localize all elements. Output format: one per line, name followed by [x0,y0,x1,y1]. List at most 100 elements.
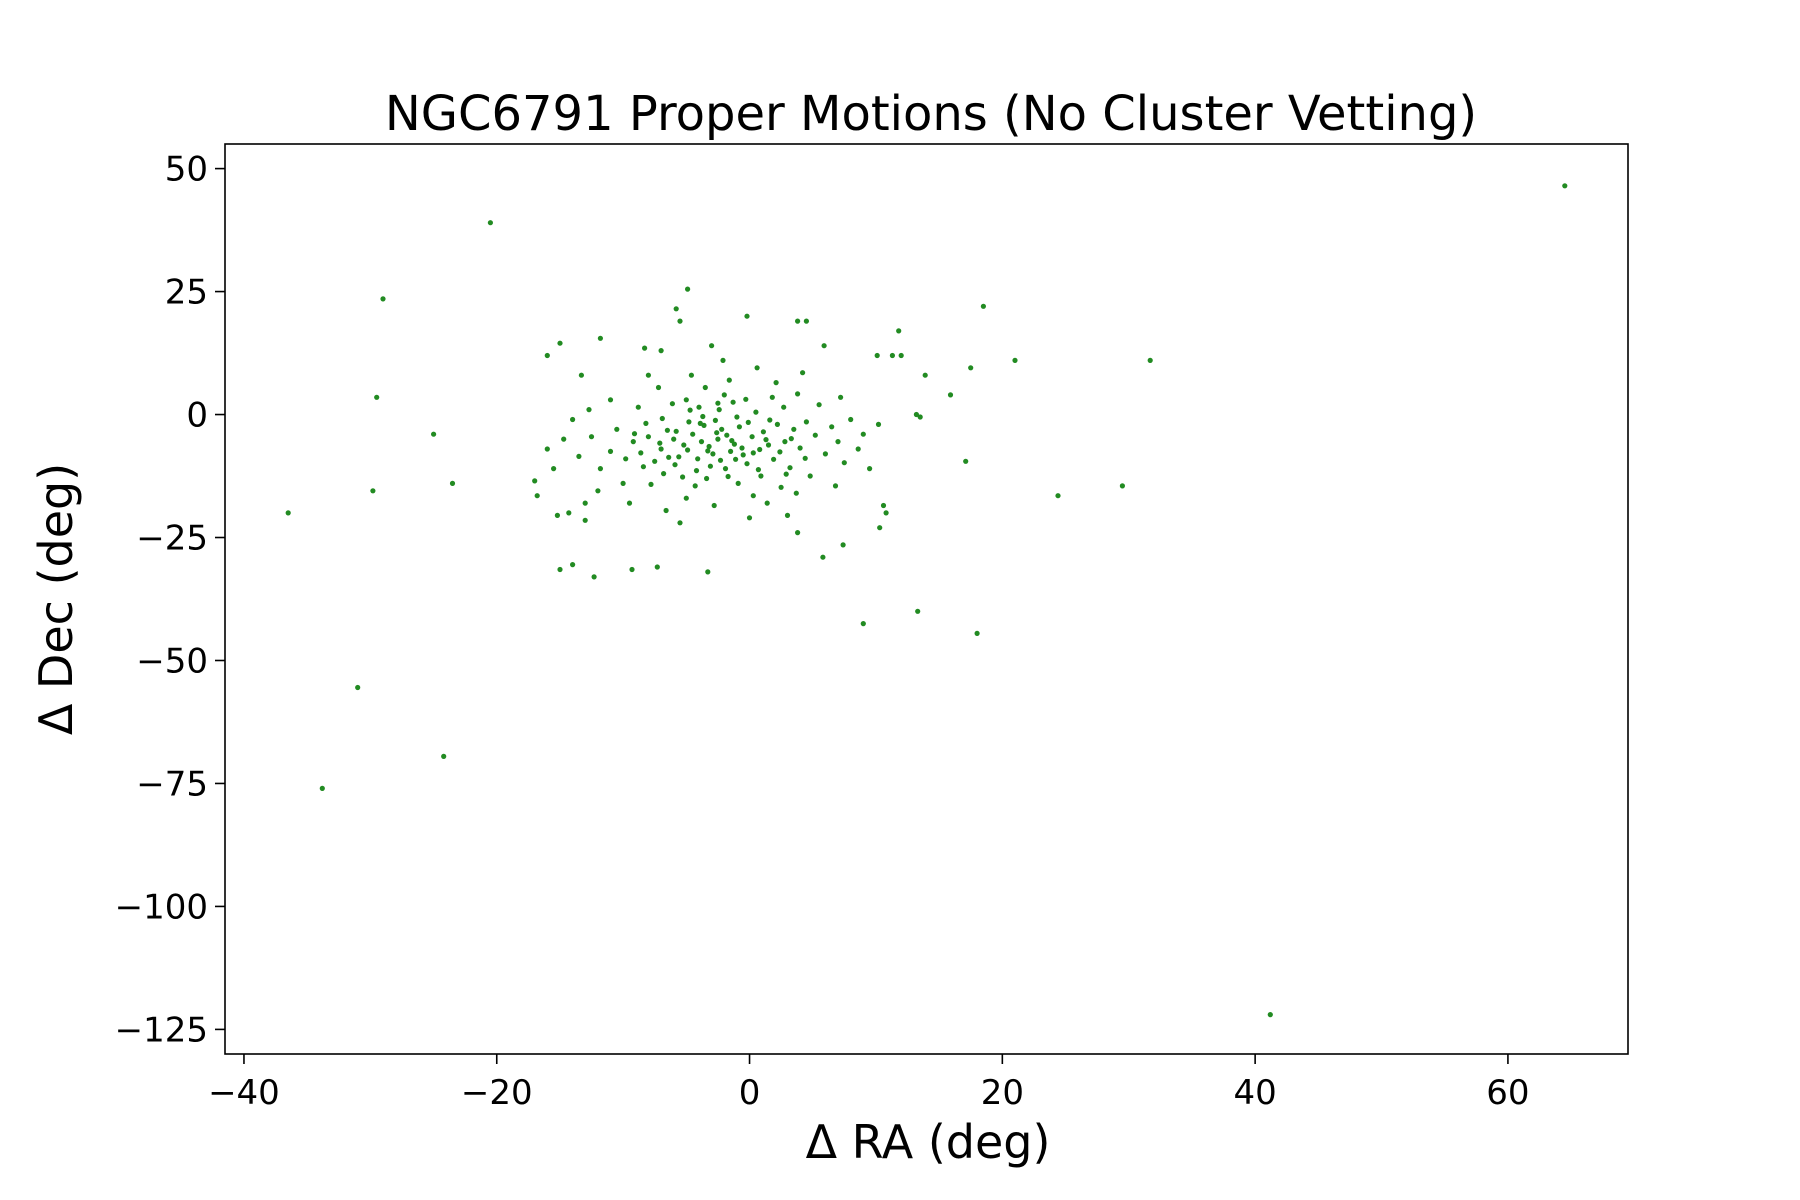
data-point [702,384,708,391]
data-point [597,466,604,472]
data-point [720,357,726,363]
y-tick-label: −25 [136,519,208,559]
data-point [645,372,652,378]
data-point [773,380,779,386]
data-point [835,439,841,445]
data-point [645,434,652,440]
data-point [570,562,576,568]
data-point [829,424,835,430]
data-point [370,488,376,494]
data-point [883,510,889,516]
data-point [449,480,456,486]
data-point [687,407,693,413]
data-point [588,434,595,440]
y-tick-label: 50 [165,150,208,190]
data-point [700,413,706,420]
data-point [980,303,987,309]
data-point [963,458,969,464]
data-point [285,510,291,516]
data-point [695,456,701,462]
data-point [860,431,866,437]
data-point [672,462,678,468]
data-point [765,442,772,448]
data-point [753,409,759,415]
data-point [690,431,696,437]
data-point [840,542,846,548]
data-point [728,448,734,454]
data-point [648,481,654,487]
data-point [710,451,716,457]
data-point [676,454,682,460]
x-tick-label: −40 [208,1073,280,1113]
data-point [705,448,711,454]
data-point [697,420,703,426]
data-point [487,220,493,226]
data-point [642,345,648,351]
data-point [896,328,902,334]
data-point [586,407,592,413]
data-point [724,432,730,438]
data-point [659,415,665,422]
data-point [769,394,775,400]
data-point [802,455,808,461]
data-point [698,439,705,445]
data-point [557,340,563,346]
data-point [880,502,887,509]
data-point [795,318,801,324]
data-point [739,445,745,451]
data-point [783,471,789,477]
data-point [570,416,576,423]
data-point [781,404,787,410]
data-point [822,451,829,457]
data-point [685,447,691,453]
data-point [693,468,700,474]
data-point [867,466,873,472]
data-point [715,436,721,442]
data-point [607,397,614,403]
data-point [683,397,689,403]
data-point [692,483,698,489]
y-axis-label: Δ Dec (deg) [29,463,83,735]
data-point [746,515,753,521]
x-tick-label: 20 [981,1073,1024,1113]
data-point [812,432,818,438]
data-point [557,566,563,573]
data-point [595,488,601,494]
data-point [532,478,538,484]
data-point [774,421,781,427]
data-point [591,574,597,580]
data-point [626,500,633,506]
data-point [597,335,604,341]
data-point [319,785,325,792]
y-tick-label: −75 [136,764,208,804]
data-point [658,446,664,452]
data-point [832,483,839,489]
data-point [714,430,720,436]
x-tick-label: −20 [461,1073,533,1113]
data-point [838,394,844,400]
data-point [722,466,729,472]
data-point [757,446,763,453]
data-point [767,417,773,423]
data-point [749,434,755,440]
data-point [803,318,810,324]
data-point [764,500,770,506]
data-point [658,348,664,354]
data-point [643,420,649,426]
data-point [1119,483,1125,489]
data-point [750,493,756,499]
data-point [704,475,710,482]
data-point [889,352,896,359]
data-point [735,480,741,486]
data-point [544,352,550,359]
data-point [784,512,791,519]
y-axis: 50 25 0 −25 −50 −75 −100 −125 [115,150,225,1050]
data-point [758,473,764,479]
data-point [797,445,803,451]
data-point [712,417,719,423]
data-point [793,490,799,496]
data-point [917,414,923,420]
data-point [855,446,861,452]
data-point [771,456,777,462]
